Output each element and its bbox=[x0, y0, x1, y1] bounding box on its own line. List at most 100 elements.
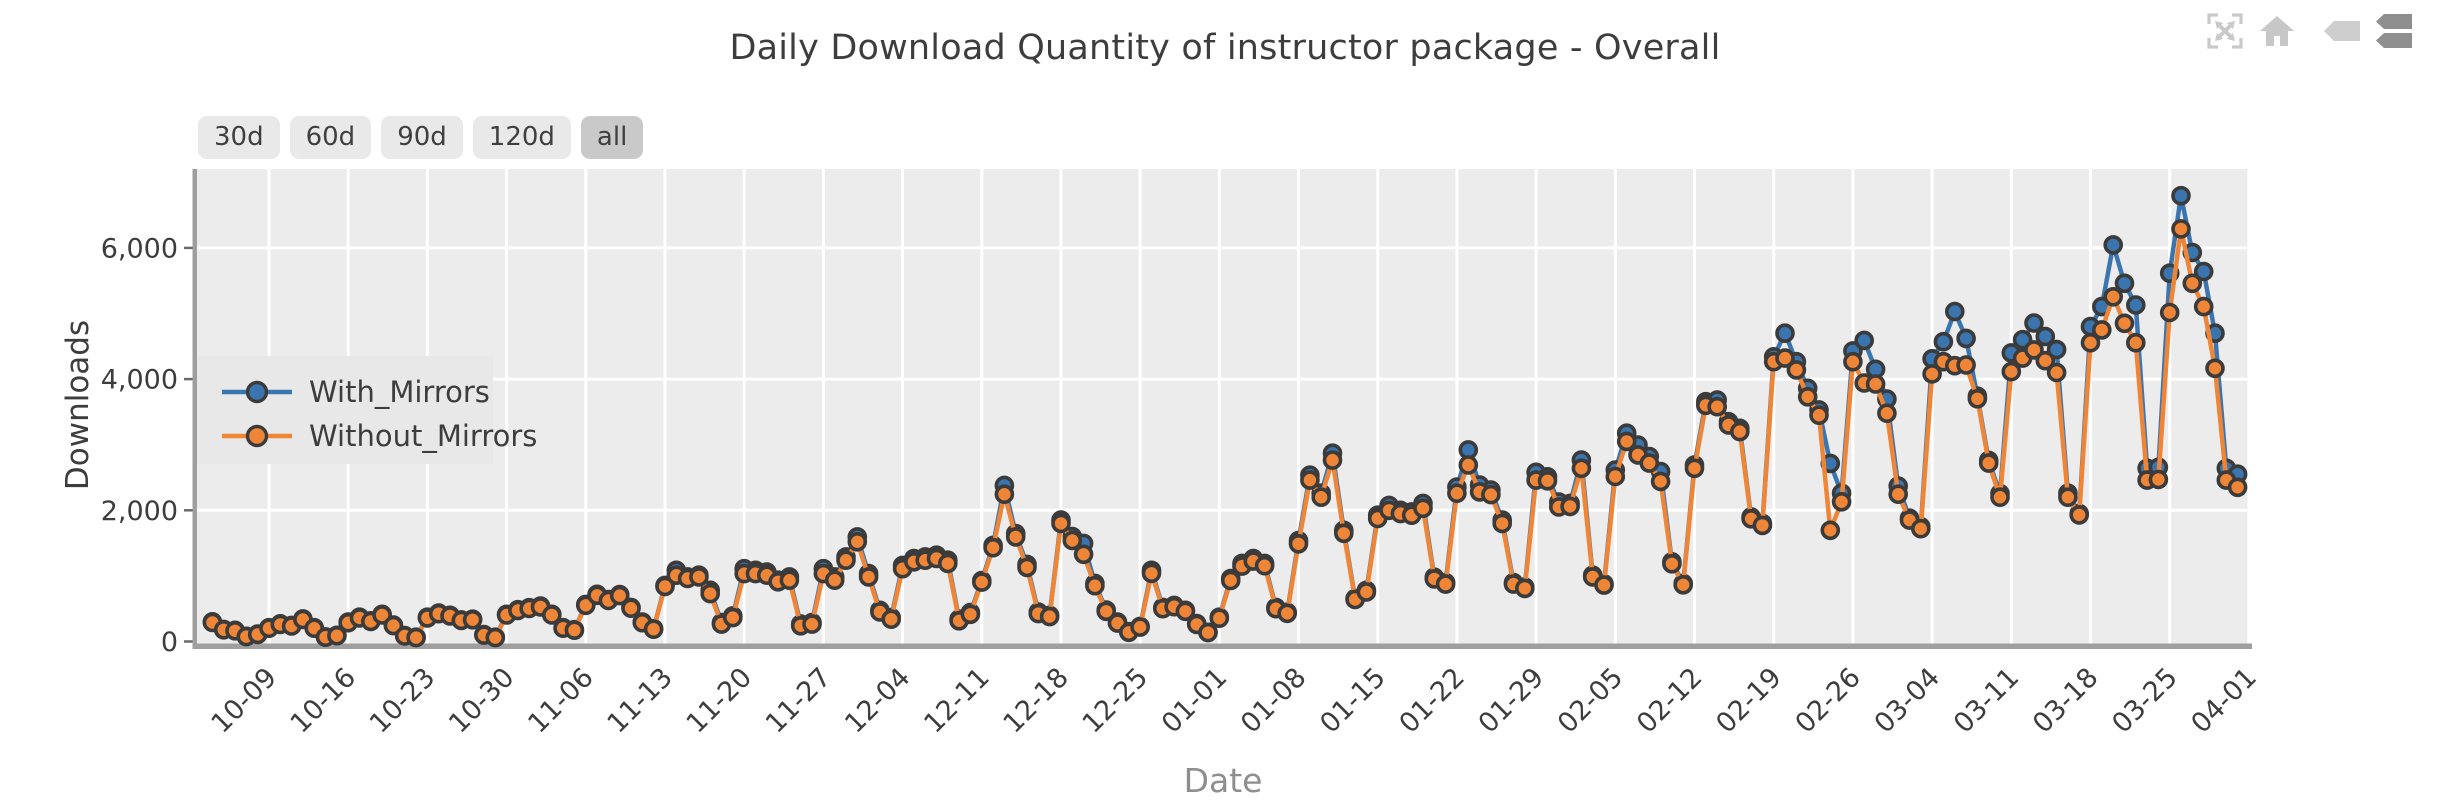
data-point bbox=[2046, 362, 2067, 383]
data-point bbox=[2092, 320, 2112, 340]
data-point bbox=[1175, 601, 1196, 622]
data-point bbox=[1458, 455, 1479, 475]
data-point bbox=[1413, 498, 1433, 519]
legend-entry-with-mirrors[interactable]: With_Mirrors bbox=[222, 375, 490, 409]
data-point bbox=[1730, 421, 1750, 442]
x-tick-label: 02-12 bbox=[1631, 662, 1708, 739]
range-button-60d[interactable]: 60d bbox=[289, 116, 372, 159]
x-tick-label: 12-04 bbox=[839, 662, 916, 739]
range-button-30d[interactable]: 30d bbox=[198, 116, 280, 159]
x-tick-label: 01-22 bbox=[1393, 662, 1470, 739]
data-point bbox=[2035, 350, 2056, 371]
data-point bbox=[722, 607, 743, 628]
data-point bbox=[1051, 513, 1071, 534]
legend[interactable]: With_Mirrors Without_Mirrors bbox=[197, 356, 537, 464]
data-point bbox=[2001, 361, 2022, 382]
data-point bbox=[802, 614, 822, 634]
data-point bbox=[1130, 617, 1150, 637]
tooltip-stacked-icon[interactable] bbox=[2374, 12, 2412, 50]
data-point bbox=[1515, 578, 1535, 599]
home-icon[interactable] bbox=[2258, 12, 2296, 50]
data-point bbox=[1096, 601, 1116, 622]
data-point bbox=[824, 570, 845, 591]
data-point bbox=[1797, 386, 1818, 407]
data-point bbox=[1933, 331, 1954, 352]
data-point bbox=[1888, 484, 1908, 505]
data-point bbox=[1605, 466, 1626, 487]
x-axis-title: Date bbox=[1184, 761, 1263, 800]
y-axis-line bbox=[192, 169, 197, 649]
x-tick-label: 03-18 bbox=[2027, 662, 2104, 739]
data-point bbox=[2114, 313, 2135, 334]
data-point bbox=[2182, 273, 2203, 294]
data-point bbox=[1684, 458, 1705, 479]
legend-label: Without_Mirrors bbox=[309, 419, 537, 453]
x-tick-label: 03-11 bbox=[1948, 662, 2025, 739]
x-tick-label: 03-04 bbox=[1869, 662, 1946, 739]
data-point bbox=[1435, 574, 1456, 594]
x-tick-label: 01-08 bbox=[1235, 662, 1312, 739]
data-point bbox=[1990, 487, 2010, 508]
data-point bbox=[1288, 533, 1309, 554]
data-point bbox=[983, 537, 1003, 558]
data-point bbox=[2126, 332, 2146, 353]
data-point bbox=[372, 605, 392, 625]
x-tick-label: 02-19 bbox=[1710, 662, 1787, 739]
data-point bbox=[700, 583, 721, 604]
data-point bbox=[1277, 603, 1297, 624]
data-point bbox=[1311, 487, 1331, 508]
data-point bbox=[1956, 328, 1976, 349]
data-point bbox=[655, 576, 675, 597]
data-point bbox=[1220, 570, 1241, 591]
x-tick-label: 02-05 bbox=[1552, 662, 1629, 739]
y-axis-title: Downloads bbox=[60, 320, 96, 490]
data-point bbox=[2171, 185, 2191, 206]
data-point bbox=[689, 567, 709, 587]
data-point bbox=[1786, 360, 1807, 380]
x-tick-label: 10-16 bbox=[285, 662, 362, 739]
y-tick-label: 4,000 bbox=[101, 365, 178, 396]
y-tick-label: 2,000 bbox=[101, 496, 178, 527]
data-point bbox=[1198, 622, 1218, 643]
tooltip-single-icon[interactable] bbox=[2322, 12, 2360, 50]
expand-icon[interactable] bbox=[2206, 12, 2244, 50]
y-tick-labels: 0 2,000 4,000 6,000 bbox=[101, 233, 193, 658]
data-point bbox=[858, 567, 879, 587]
data-point bbox=[960, 604, 981, 625]
data-point bbox=[1854, 330, 1874, 351]
x-tick-label: 10-30 bbox=[443, 662, 520, 739]
data-point bbox=[1594, 575, 1614, 595]
series-without-mirrors bbox=[202, 219, 2248, 648]
legend-entry-without-mirrors[interactable]: Without_Mirrors bbox=[222, 419, 537, 453]
data-point bbox=[1209, 608, 1230, 629]
data-point bbox=[2205, 358, 2225, 379]
data-point bbox=[2024, 340, 2044, 360]
data-point bbox=[2114, 273, 2135, 294]
data-point bbox=[1141, 563, 1162, 584]
data-point bbox=[406, 627, 426, 648]
data-point bbox=[1945, 301, 1965, 322]
data-point bbox=[1775, 323, 1795, 344]
data-point bbox=[564, 620, 585, 641]
data-point bbox=[2126, 295, 2146, 315]
range-button-120d[interactable]: 120d bbox=[472, 116, 571, 159]
data-point bbox=[971, 572, 992, 592]
data-point bbox=[2171, 219, 2191, 239]
data-point bbox=[609, 585, 630, 606]
data-point bbox=[2148, 469, 2169, 490]
data-point bbox=[2046, 339, 2067, 360]
data-point bbox=[485, 627, 506, 648]
data-point bbox=[1073, 544, 1094, 565]
data-point bbox=[2080, 332, 2101, 353]
y-tick-label: 6,000 bbox=[101, 233, 178, 264]
gridlines bbox=[197, 169, 2251, 646]
range-button-all[interactable]: all bbox=[580, 116, 644, 159]
data-point bbox=[1254, 555, 1275, 576]
data-point bbox=[1492, 513, 1512, 534]
data-point bbox=[2193, 296, 2214, 317]
range-button-90d[interactable]: 90d bbox=[381, 116, 463, 159]
data-point bbox=[1911, 518, 1931, 539]
chart-title: Daily Download Quantity of instructor pa… bbox=[729, 28, 1721, 68]
